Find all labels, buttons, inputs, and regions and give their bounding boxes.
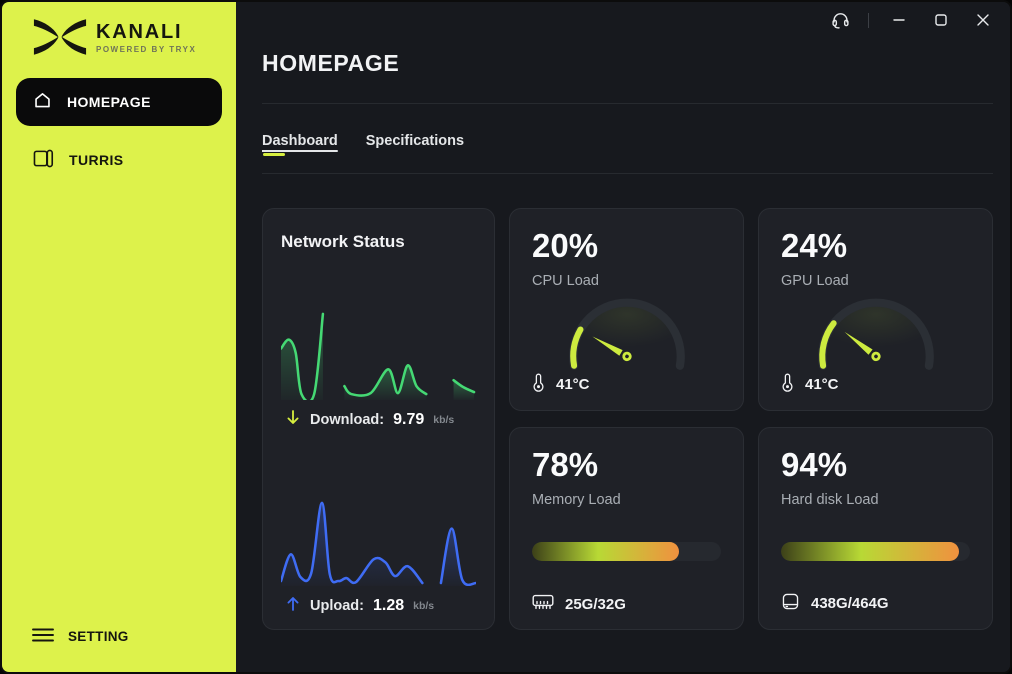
turris-device-icon bbox=[33, 149, 54, 171]
dashboard-grid: Network Status Download: 9.79 kb/s bbox=[262, 208, 993, 630]
upload-stat-row: Upload: 1.28 kb/s bbox=[281, 595, 476, 617]
page-title: HOMEPAGE bbox=[262, 50, 400, 76]
minimize-button[interactable] bbox=[885, 6, 913, 34]
brand-name: KANALI bbox=[96, 20, 183, 43]
cpu-load-percent: 20% bbox=[532, 227, 599, 264]
memory-capacity: 25G/32G bbox=[565, 595, 626, 613]
tab-dashboard[interactable]: Dashboard bbox=[262, 132, 338, 156]
setting-button[interactable]: SETTING bbox=[16, 619, 222, 654]
sidebar-item-label: HOMEPAGE bbox=[67, 94, 151, 110]
network-status-card: Network Status Download: 9.79 kb/s bbox=[262, 208, 495, 630]
cpu-temp: 41°C bbox=[556, 375, 590, 393]
memory-load-card: 78% Memory Load 25G/32G bbox=[509, 427, 744, 630]
divider bbox=[262, 173, 993, 174]
sidebar-item-homepage[interactable]: HOMEPAGE bbox=[16, 78, 222, 126]
upload-value: 1.28 bbox=[372, 597, 405, 614]
brand-tagline: POWERED BY TRYX bbox=[96, 44, 197, 54]
download-unit: kb/s bbox=[433, 414, 455, 426]
disk-progress-fill bbox=[781, 542, 959, 561]
upload-arrow-icon bbox=[285, 595, 301, 617]
disk-capacity-row: 438G/464G bbox=[781, 592, 970, 615]
gpu-load-percent: 24% bbox=[781, 227, 848, 264]
upload-unit: kb/s bbox=[413, 600, 435, 612]
disk-progress-track bbox=[781, 542, 970, 561]
thermometer-icon bbox=[532, 372, 545, 396]
main-content: HOMEPAGE Dashboard Specifications Networ… bbox=[236, 2, 1010, 672]
cpu-gauge bbox=[568, 298, 685, 370]
gpu-load-card: 24% GPU Load 41°C bbox=[758, 208, 993, 411]
close-button[interactable] bbox=[969, 6, 997, 34]
home-icon bbox=[33, 91, 52, 113]
thermometer-icon bbox=[781, 372, 794, 396]
disk-capacity: 438G/464G bbox=[811, 595, 889, 612]
upload-chart bbox=[281, 501, 476, 586]
ram-icon bbox=[532, 593, 554, 615]
support-headset-button[interactable] bbox=[826, 6, 854, 34]
upload-label: Upload: bbox=[310, 598, 364, 614]
window-titlebar bbox=[826, 2, 1010, 38]
hard-disk-load-card: 94% Hard disk Load 438G/464G bbox=[758, 427, 993, 630]
memory-capacity-row: 25G/32G bbox=[532, 593, 721, 615]
download-label: Download: bbox=[310, 412, 385, 428]
cpu-load-card: 20% CPU Load 41°C bbox=[509, 208, 744, 411]
tabs: Dashboard Specifications bbox=[262, 132, 993, 156]
disk-load-label: Hard disk Load bbox=[781, 492, 879, 508]
network-card-title: Network Status bbox=[281, 232, 405, 251]
titlebar-divider bbox=[868, 12, 869, 28]
setting-label: SETTING bbox=[68, 629, 129, 644]
hamburger-menu-icon bbox=[32, 627, 54, 646]
sidebar-item-turris[interactable]: TURRIS bbox=[16, 137, 222, 183]
memory-load-percent: 78% bbox=[532, 446, 599, 483]
download-arrow-icon bbox=[285, 409, 301, 431]
sidebar-item-label: TURRIS bbox=[69, 152, 124, 168]
gpu-temp-row: 41°C bbox=[781, 372, 970, 396]
sidebar: KANALI POWERED BY TRYX HOMEPAGE bbox=[2, 2, 236, 672]
sidebar-nav: HOMEPAGE TURRIS bbox=[16, 78, 222, 194]
cpu-temp-row: 41°C bbox=[532, 372, 721, 396]
memory-load-label: Memory Load bbox=[532, 492, 621, 508]
download-value: 9.79 bbox=[393, 411, 425, 428]
tab-specifications[interactable]: Specifications bbox=[365, 133, 465, 149]
gpu-temp: 41°C bbox=[805, 375, 839, 393]
kanali-logo-icon bbox=[33, 18, 87, 56]
brand-text: KANALI POWERED BY TRYX bbox=[96, 21, 196, 54]
hard-disk-icon bbox=[781, 592, 800, 615]
maximize-button[interactable] bbox=[927, 6, 955, 34]
download-stat-row: Download: 9.79 kb/s bbox=[281, 409, 476, 431]
disk-load-percent: 94% bbox=[781, 446, 848, 483]
cpu-load-label: CPU Load bbox=[532, 273, 599, 289]
download-chart bbox=[281, 312, 476, 400]
active-tab-accent bbox=[263, 153, 285, 156]
divider bbox=[262, 103, 993, 104]
gpu-load-label: GPU Load bbox=[781, 273, 849, 289]
memory-progress-fill bbox=[532, 542, 680, 561]
memory-progress-track bbox=[532, 542, 721, 561]
brand: KANALI POWERED BY TRYX bbox=[16, 18, 222, 56]
gpu-gauge bbox=[817, 298, 934, 370]
